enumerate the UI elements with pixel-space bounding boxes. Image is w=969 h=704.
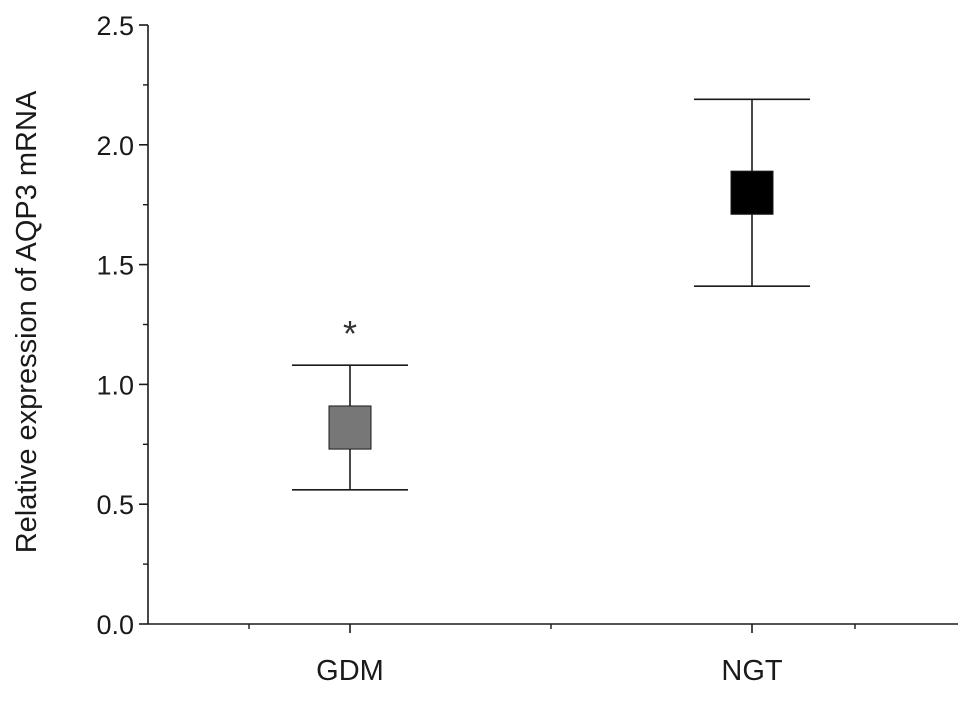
box (328, 405, 372, 450)
y-tick-label: 0.5 (96, 490, 134, 520)
y-tick-label: 0.0 (96, 610, 134, 640)
x-tick-label: NGT (721, 655, 783, 687)
y-tick-label: 2.0 (96, 131, 134, 161)
plot-area: * (292, 98, 810, 491)
y-tick-label: 1.0 (96, 370, 134, 400)
x-tick-label: GDM (316, 655, 384, 687)
box-group (694, 98, 810, 287)
y-tick-label: 1.5 (96, 251, 134, 281)
box-group (292, 364, 408, 491)
box (730, 170, 774, 215)
y-axis-title: Relative expression of AQP3 mRNA (11, 90, 43, 553)
y-tick-label: 2.5 (96, 11, 134, 41)
y-axis: 0.0 0.5 1.0 1.5 2.0 2.5 (96, 11, 149, 640)
significance-marker: * (343, 313, 357, 354)
x-axis: GDM NGT (148, 623, 958, 687)
